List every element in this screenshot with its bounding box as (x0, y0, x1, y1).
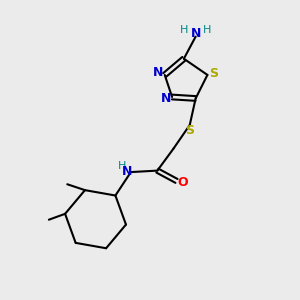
Text: S: S (185, 124, 194, 137)
Text: N: N (160, 92, 171, 105)
Text: O: O (178, 176, 188, 189)
Text: N: N (122, 165, 133, 178)
Text: N: N (153, 66, 164, 79)
Text: H: H (180, 25, 189, 35)
Text: H: H (202, 25, 211, 35)
Text: N: N (190, 27, 201, 40)
Text: S: S (209, 67, 218, 80)
Text: H: H (118, 160, 126, 171)
